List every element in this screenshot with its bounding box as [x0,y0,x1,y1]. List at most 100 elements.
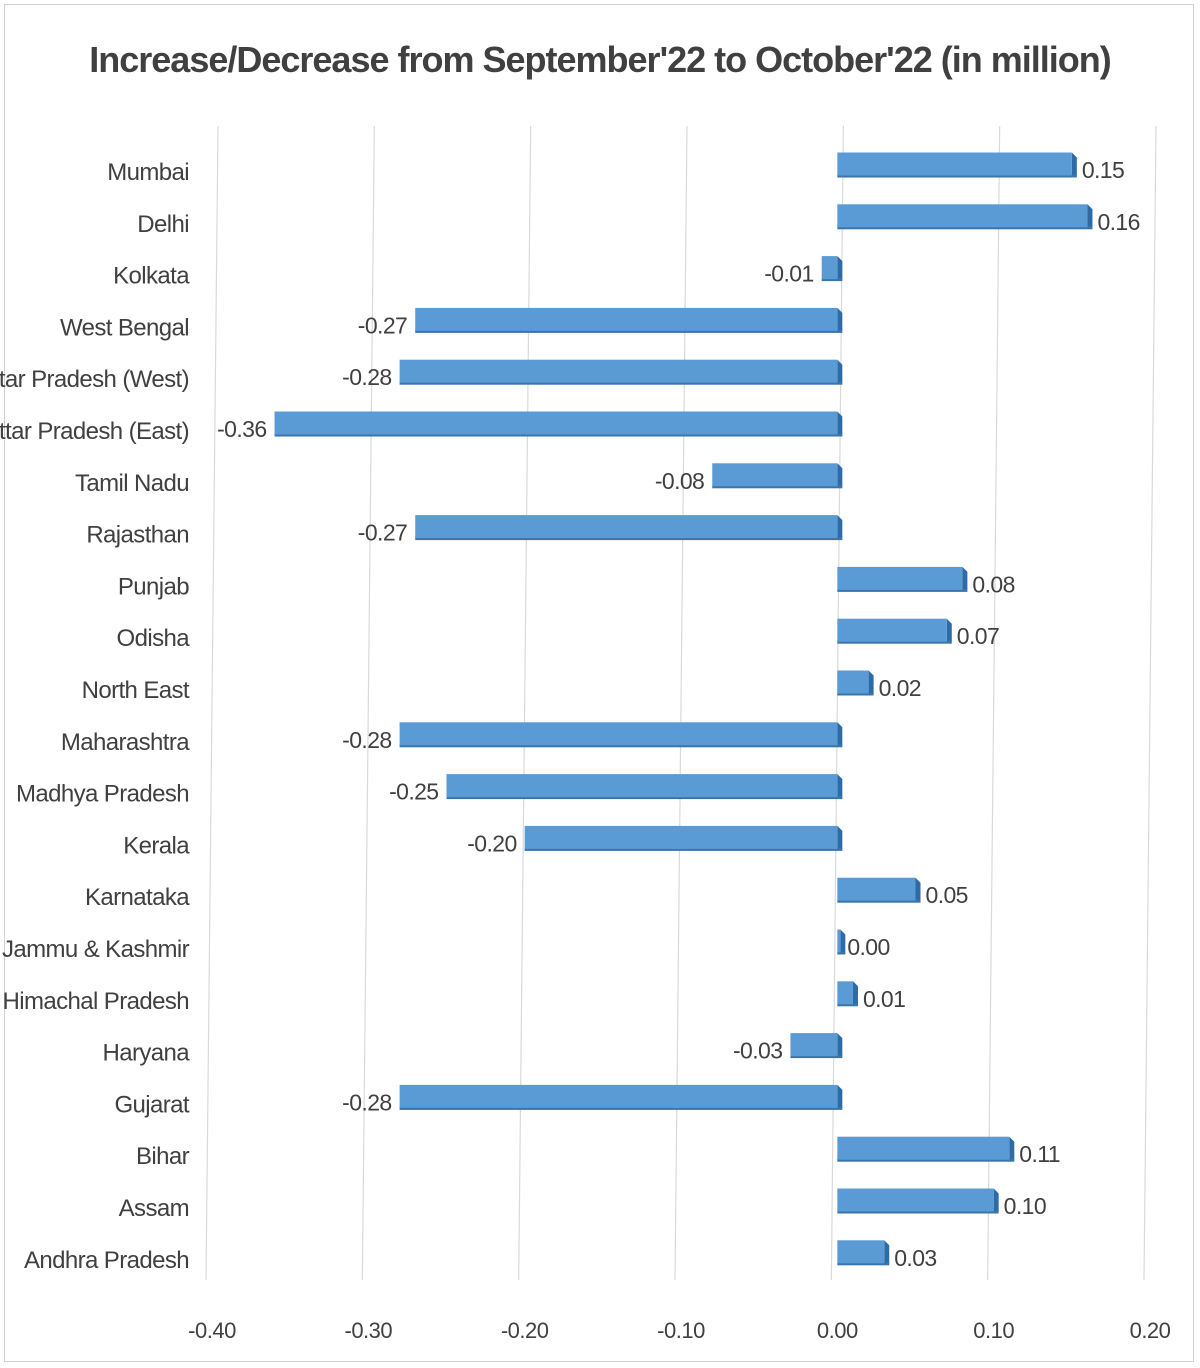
data-label: -0.36 [217,416,266,442]
chart-title: Increase/Decrease from September'22 to O… [89,39,1111,80]
category-label: Bihar [136,1143,190,1170]
data-label: -0.27 [358,312,407,338]
bar-shadow [837,692,874,696]
x-tick-label: 0.00 [817,1318,858,1343]
data-label: 0.03 [894,1245,936,1271]
category-label: Gujarat [114,1091,189,1118]
data-label: -0.20 [467,830,516,856]
data-label: 0.11 [1019,1141,1060,1167]
category-label: Madhya Pradesh [16,781,189,808]
category-label: North East [82,677,190,704]
bar-side [852,981,858,1005]
bar-side [868,670,874,694]
bars [274,152,1093,1266]
category-label: Karnataka [85,884,190,911]
bar-shadow [837,951,846,955]
bar-shadow [837,226,1093,230]
category-label: Assam [119,1195,189,1222]
category-label: Uttar Pradesh (West) [0,366,189,393]
bar-side [837,1033,843,1057]
data-label: 0.00 [847,934,889,960]
category-label: Mumbai [107,159,189,186]
bar [837,152,1072,176]
bar-side [1087,204,1093,228]
data-label: 0.07 [957,623,999,649]
bar-side [837,411,843,435]
category-label: Himachal Pradesh [3,988,190,1015]
bar-shadow [837,1210,999,1214]
bar-side [993,1188,999,1212]
bar [837,929,841,953]
bar [415,307,838,331]
category-label: Tamil Nadu [75,470,189,497]
bar-shadow [837,640,952,644]
bar-shadow [837,588,968,592]
bar [837,981,853,1005]
bar-shadow [399,744,843,748]
bar-shadow [837,899,921,903]
category-label: West Bengal [60,314,189,341]
bar-side [837,1084,843,1108]
bar [415,515,838,539]
bar [399,359,838,383]
bar [837,204,1088,228]
bar [837,1188,994,1212]
bar-shadow [837,1262,890,1266]
bar [837,877,916,901]
bar-side [946,618,952,642]
category-label: Delhi [137,211,189,238]
bar [837,1136,1010,1160]
gridline [361,125,375,1281]
bar-side [837,774,843,798]
data-label: 0.02 [879,675,921,701]
category-label: Kolkata [113,263,190,290]
category-label: Punjab [118,573,189,600]
bar [712,463,838,487]
bar-shadow [399,381,843,385]
category-label: Uttar Pradesh (East) [0,418,189,445]
data-label: -0.03 [733,1038,782,1064]
data-label: -0.01 [764,261,813,287]
bar-side [884,1240,890,1264]
data-label: 0.05 [926,882,968,908]
category-label: Andhra Pradesh [24,1247,189,1274]
data-label: 0.08 [972,571,1014,597]
category-label: Jammu & Kashmir [2,936,190,963]
gridline [205,125,219,1281]
bar [837,1240,885,1264]
bar-shadow [790,1055,843,1059]
bar [837,618,947,642]
bar-side [915,877,921,901]
data-label: 0.15 [1082,157,1124,183]
data-label: -0.08 [655,468,704,494]
bar-side [1071,152,1077,176]
data-label: 0.01 [863,986,905,1012]
bar-side [837,359,843,383]
bar [837,566,963,590]
bar-shadow [837,1003,858,1007]
x-tick-label: -0.40 [188,1318,236,1343]
category-label: Maharashtra [61,729,190,756]
category-label: Rajasthan [86,522,189,549]
x-tick-label: -0.10 [657,1318,705,1343]
bar-side [837,256,843,280]
category-label: Kerala [123,832,190,859]
value-axis: -0.40 -0.30 -0.20 -0.10 0.00 0.10 0.20 [188,1318,1171,1343]
x-tick-label: -0.30 [345,1318,393,1343]
bar-shadow [399,1106,843,1110]
data-label: 0.16 [1097,209,1139,235]
data-label: -0.28 [342,364,391,390]
bar-shadow [446,796,843,800]
bar-side [840,929,846,953]
bar-shadow [837,174,1077,178]
bar [446,774,838,798]
bar-shadow [837,1158,1015,1162]
data-label: -0.28 [342,1089,391,1115]
bar [790,1033,838,1057]
bar [399,1084,838,1108]
bar-shadow [415,537,843,541]
chart-frame [4,4,1194,1362]
data-labels: 0.15 0.16 -0.01 -0.27 -0.28 -0.36 -0.08 -0.27 0.… [217,157,1140,1271]
bar-shadow [415,329,843,333]
